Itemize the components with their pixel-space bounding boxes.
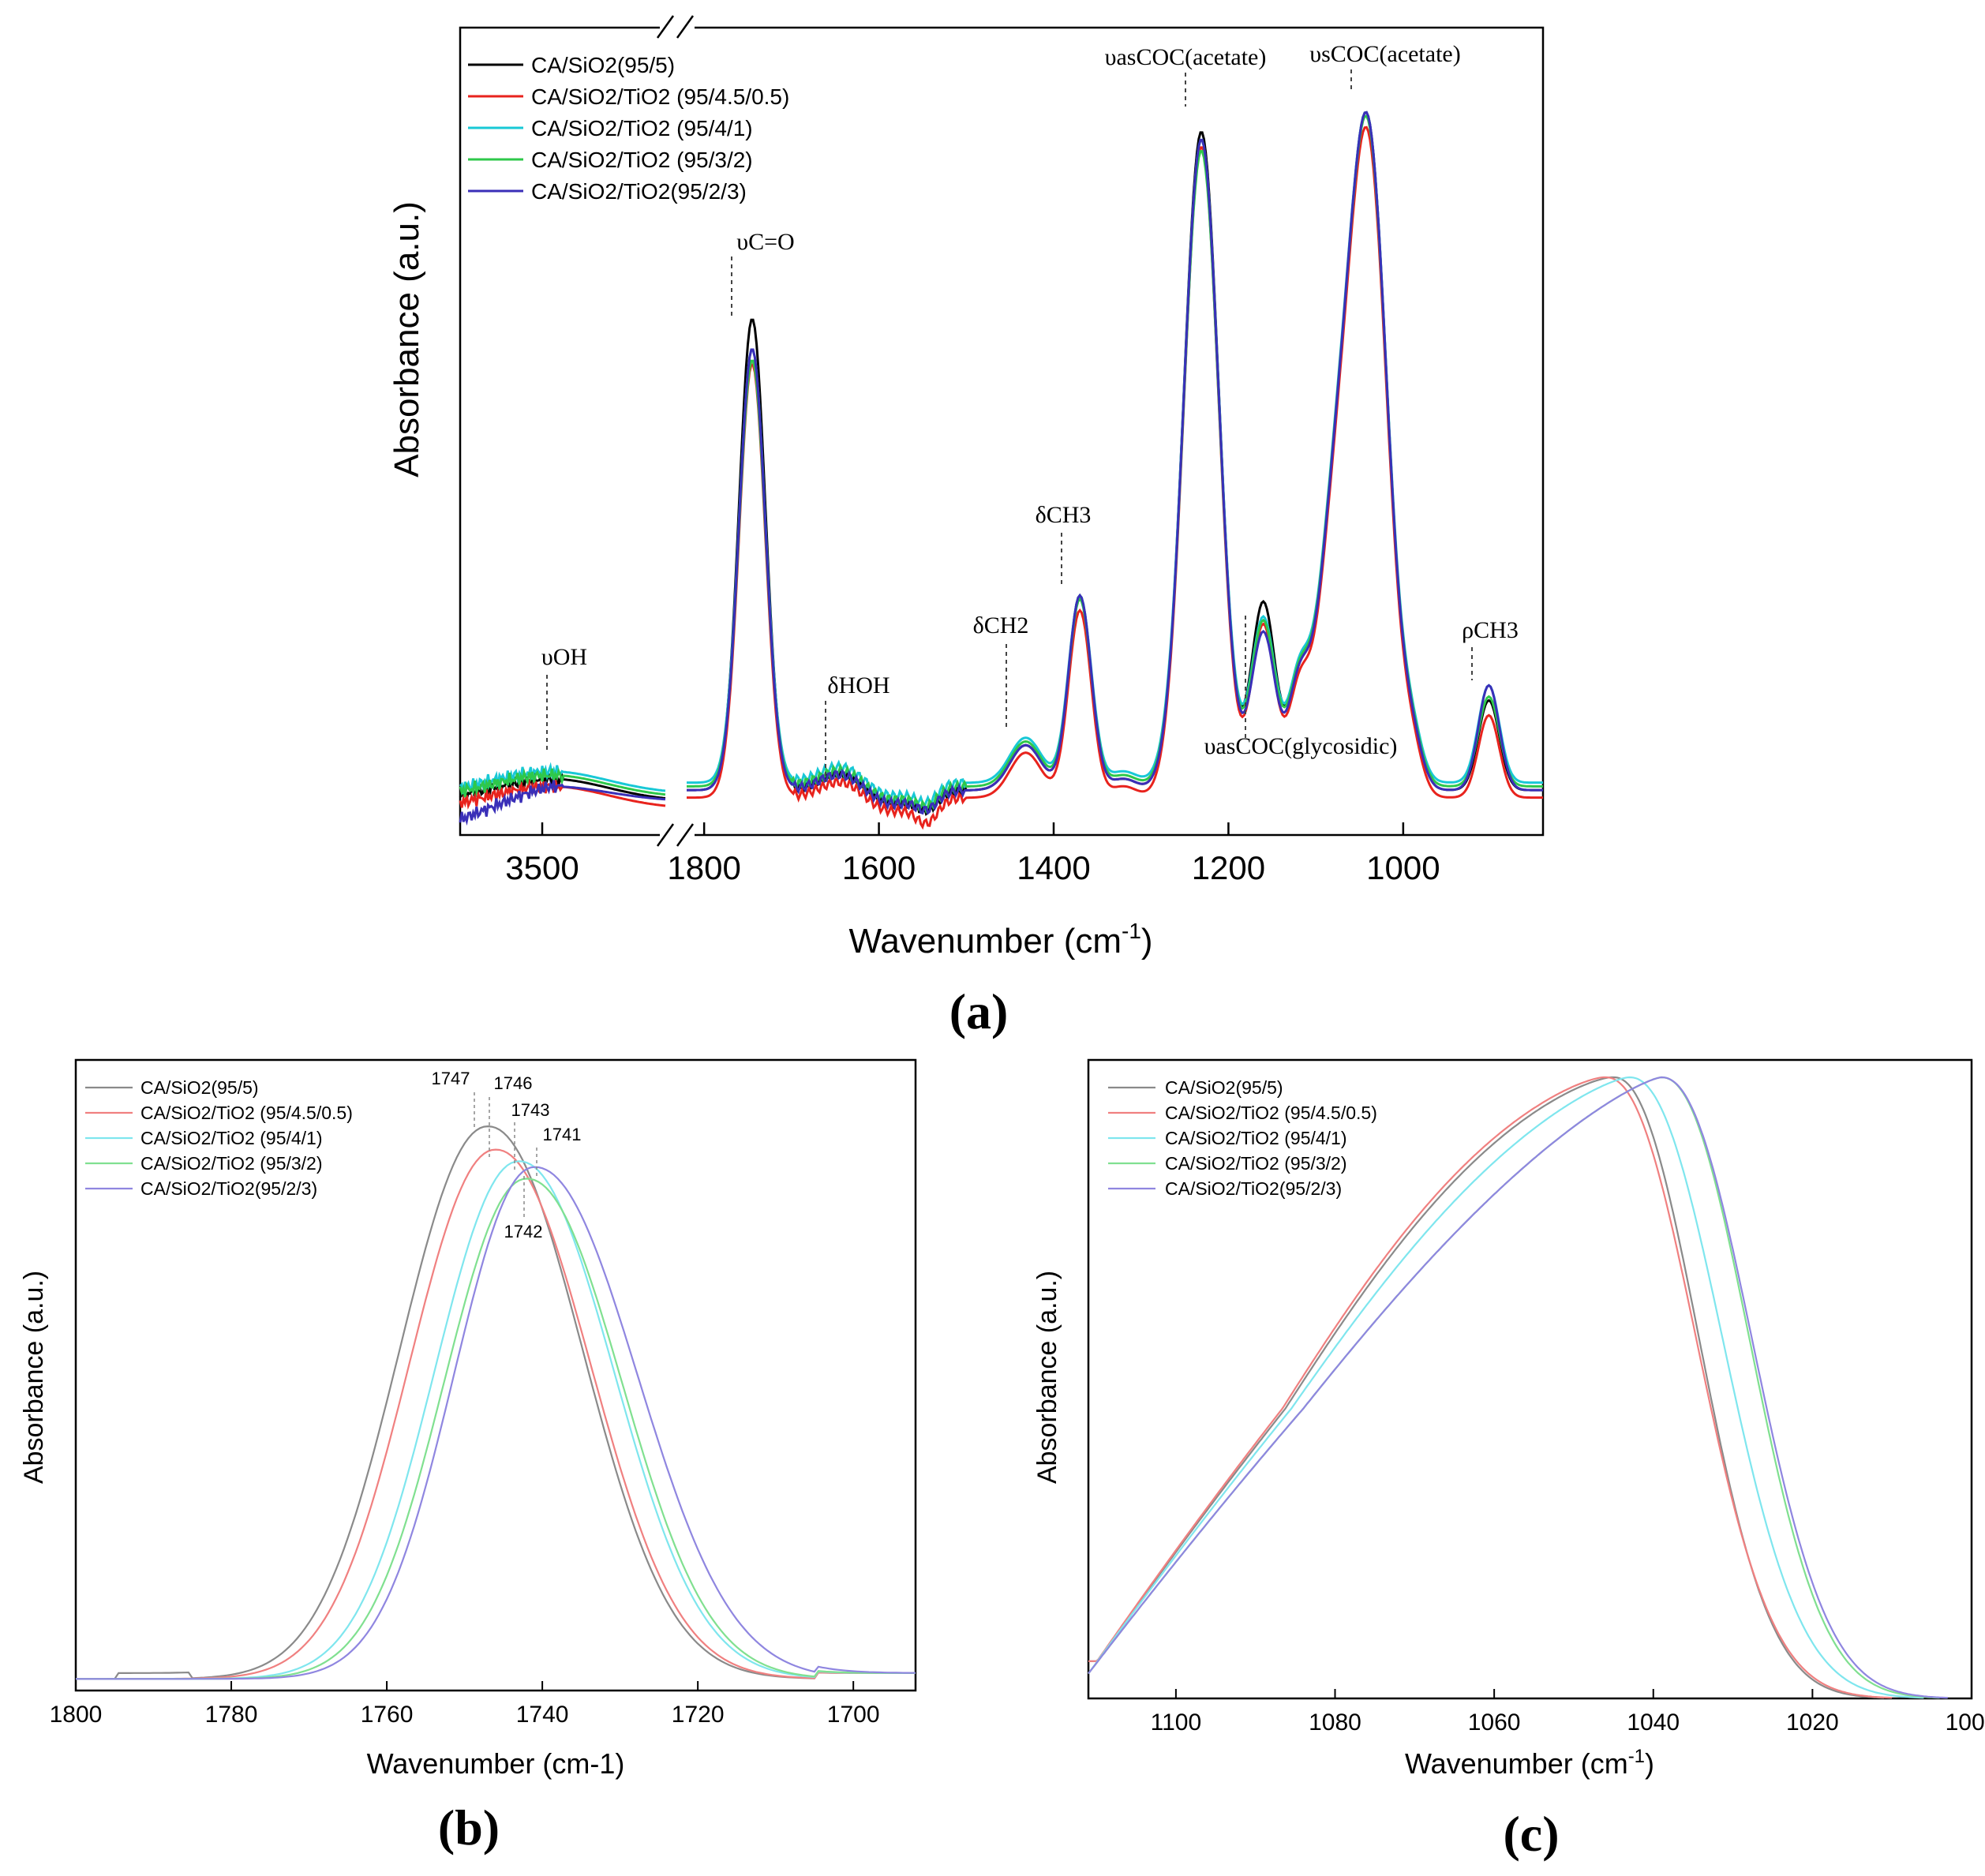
legend-b: CA/SiO2(95/5) CA/SiO2/TiO2 (95/4.5/0.5) CA… <box>85 1077 353 1199</box>
legend-a-label-1: CA/SiO2/TiO2 (95/4.5/0.5) <box>531 84 789 109</box>
annotation-a-8: ρCH3 <box>1462 617 1519 643</box>
series-b-2 <box>76 1160 916 1680</box>
annotation-a-6: υsCOC(acetate) <box>1309 41 1460 67</box>
panel-a: 3500 1800 1600 1400 1200 1000 υOH υC=O δHOH δCH2… <box>388 15 1545 1039</box>
x-tick-label-a-1000: 1000 <box>1366 849 1440 886</box>
x-tick-label-c-1020: 1020 <box>1786 1709 1839 1736</box>
legend-b-label-2: CA/SiO2/TiO2 (95/4/1) <box>140 1128 323 1148</box>
legend-a-label-2: CA/SiO2/TiO2 (95/4/1) <box>531 116 753 140</box>
legend-b-label-3: CA/SiO2/TiO2 (95/3/2) <box>140 1153 323 1174</box>
x-tick-label-c-1000: 1000 <box>1946 1709 1985 1736</box>
annotation-a-0: υOH <box>541 644 587 670</box>
legend-c-label-2: CA/SiO2/TiO2 (95/4/1) <box>1165 1128 1347 1148</box>
series-b-3 <box>76 1178 916 1680</box>
legend-a: CA/SiO2(95/5) CA/SiO2/TiO2 (95/4.5/0.5) CA… <box>468 53 789 204</box>
x-ticks-c: 1100 1080 1060 1040 1020 1000 <box>1151 1689 1985 1736</box>
x-tick-label-a-1400: 1400 <box>1017 849 1090 886</box>
x-tick-label-a-3500: 3500 <box>505 849 579 886</box>
peak-label-b-1742: 1742 <box>504 1222 543 1241</box>
y-axis-label-c: Absorbance (a.u.) <box>1032 1271 1062 1484</box>
series-c-2 <box>1088 1076 1924 1699</box>
peak-label-b-1747: 1747 <box>432 1069 470 1088</box>
x-tick-label-c-1060: 1060 <box>1468 1709 1521 1736</box>
x-axis-label-b: Wavenumber (cm-1) <box>367 1747 625 1780</box>
legend-a-label-4: CA/SiO2/TiO2(95/2/3) <box>531 179 747 204</box>
series-a-left-4 <box>459 780 666 826</box>
legend-a-label-3: CA/SiO2/TiO2 (95/3/2) <box>531 148 753 172</box>
legend-a-label-0: CA/SiO2(95/5) <box>531 53 675 77</box>
series-b-4 <box>76 1166 916 1680</box>
series-a-right-4 <box>687 110 1543 815</box>
panel-label-b: (b) <box>438 1799 500 1855</box>
x-axis-label-c: Wavenumber (cm-1) <box>1405 1746 1654 1780</box>
annotation-a-2: δHOH <box>827 672 890 698</box>
panel-c: 110010801060104010201000 CA/SiO2(95/5)CA… <box>1032 1058 1985 1862</box>
x-tick-label-a-1200: 1200 <box>1192 849 1265 886</box>
series-a-right-2 <box>687 110 1543 811</box>
panel-b: 1800 1780 1760 1740 1720 1700 1747 17461743174… <box>19 1058 917 1855</box>
legend-c-label-0: CA/SiO2(95/5) <box>1165 1077 1283 1098</box>
x-ticks-a: 3500 1800 1600 1400 1200 1000 <box>505 822 1440 886</box>
annotation-a-7: υasCOC(glycosidic) <box>1204 733 1398 759</box>
x-axis-label-a: Wavenumber (cm-1) <box>848 919 1152 960</box>
x-tick-label-c-1100: 1100 <box>1151 1709 1202 1736</box>
x-tick-label-c-1080: 1080 <box>1309 1709 1361 1736</box>
x-tick-label-c-1040: 1040 <box>1627 1709 1680 1736</box>
series-c-1 <box>1088 1076 1893 1699</box>
series-a-left-3 <box>459 767 666 797</box>
legend-c-label-4: CA/SiO2/TiO2(95/2/3) <box>1165 1178 1342 1199</box>
annotation-a-5: υasCOC(acetate) <box>1105 44 1267 70</box>
peak-label-b-1741: 1741 <box>543 1125 582 1144</box>
x-tick-label-b-1720: 1720 <box>672 1702 725 1728</box>
legend-c: CA/SiO2(95/5) CA/SiO2/TiO2 (95/4.5/0.5) CA… <box>1108 1077 1377 1199</box>
legend-c-label-3: CA/SiO2/TiO2 (95/3/2) <box>1165 1153 1347 1174</box>
legend-c-label-1: CA/SiO2/TiO2 (95/4.5/0.5) <box>1165 1103 1377 1123</box>
panel-label-c: (c) <box>1503 1806 1559 1862</box>
y-axis-label-a: Absorbance (a.u.) <box>388 201 426 477</box>
peak-label-b-1743: 1743 <box>511 1100 550 1120</box>
plot-frame-a <box>459 26 1545 837</box>
x-tick-label-b-1700: 1700 <box>827 1702 880 1728</box>
x-tick-label-b-1800: 1800 <box>50 1702 103 1728</box>
plot-frame-c <box>1087 1058 1973 1700</box>
axis-break-marks <box>656 15 695 847</box>
legend-b-label-0: CA/SiO2(95/5) <box>140 1077 259 1098</box>
x-tick-label-a-1600: 1600 <box>842 849 916 886</box>
legend-b-label-1: CA/SiO2/TiO2 (95/4.5/0.5) <box>140 1103 353 1123</box>
annotation-a-3: δCH2 <box>973 612 1029 638</box>
plot-frame-b <box>74 1058 917 1692</box>
series-c-4 <box>1088 1076 1948 1699</box>
series-b-1 <box>76 1148 916 1680</box>
legend-b-label-4: CA/SiO2/TiO2(95/2/3) <box>140 1178 317 1199</box>
annotation-a-4: δCH3 <box>1036 502 1092 528</box>
x-tick-label-b-1760: 1760 <box>361 1702 414 1728</box>
annotation-a-1: υC=O <box>736 229 794 255</box>
curves-c <box>1088 1076 1948 1699</box>
x-tick-label-a-1800: 1800 <box>667 849 740 886</box>
annotations-a: υOH υC=O δHOH δCH2 δCH3 υasCOC(acetate) υsCOC(… <box>541 41 1519 781</box>
curves-a <box>459 110 1543 830</box>
x-tick-label-b-1780: 1780 <box>205 1702 258 1728</box>
panel-label-a: (a) <box>949 983 1009 1039</box>
curves-b <box>76 1125 916 1680</box>
peak-labels-b: 1747 1746 1743 1741 1742 <box>432 1069 582 1241</box>
y-axis-label-b: Absorbance (a.u.) <box>19 1271 49 1484</box>
peak-label-b-1746: 1746 <box>494 1073 533 1093</box>
x-ticks-b: 1800 1780 1760 1740 1720 1700 <box>50 1681 880 1728</box>
x-tick-label-b-1740: 1740 <box>516 1702 569 1728</box>
